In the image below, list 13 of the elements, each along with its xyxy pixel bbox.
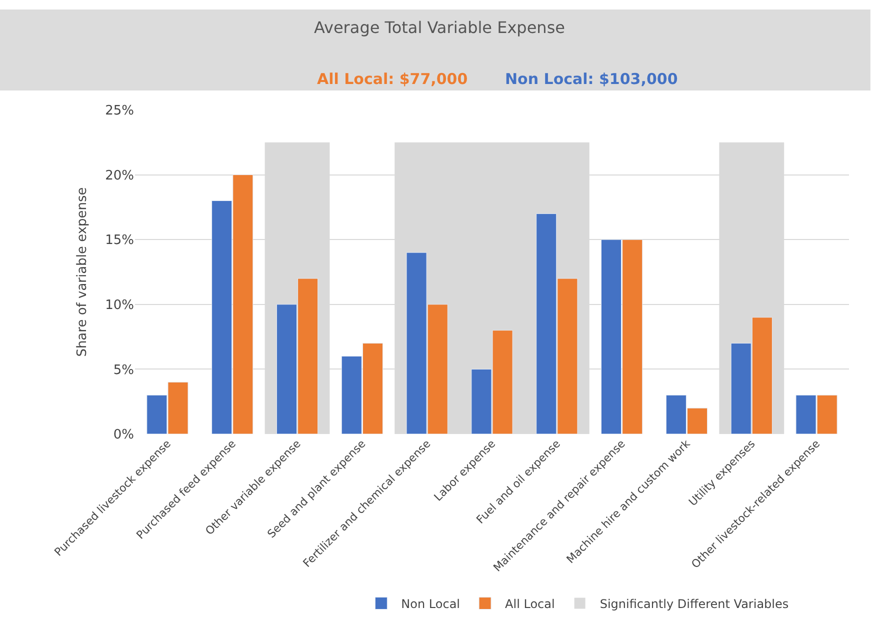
y-tick-label: 10% — [105, 298, 134, 313]
chart-title: Average Total Variable Expense — [314, 18, 566, 38]
text: All Local: $77,000 — [317, 70, 468, 88]
y-tick-label: 5% — [113, 362, 134, 378]
text: Non Local: $103,000 — [505, 70, 678, 88]
legend-label: Non Local — [401, 596, 460, 611]
legend-label: Significantly Different Variables — [600, 596, 789, 611]
y-tick-label: 25% — [105, 104, 134, 119]
y-tick-label: 0% — [113, 428, 134, 443]
legend-label: All Local — [505, 596, 555, 611]
y-axis-title: Share of variable expense — [75, 187, 90, 357]
y-tick-label: 15% — [105, 233, 134, 248]
y-tick-label: 20% — [105, 168, 134, 184]
